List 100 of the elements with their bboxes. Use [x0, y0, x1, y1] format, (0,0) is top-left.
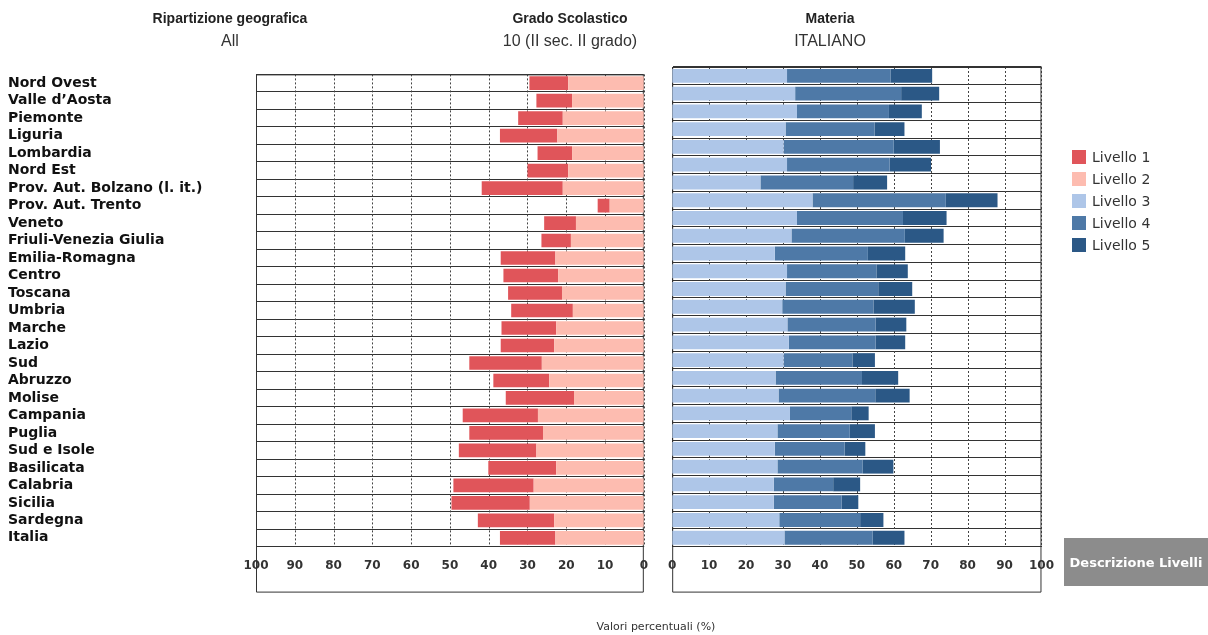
bar [529, 496, 644, 510]
bar [541, 233, 571, 248]
bar [672, 335, 789, 350]
bar [469, 426, 543, 440]
bar [500, 338, 555, 353]
bar [672, 246, 775, 261]
bar [672, 424, 778, 439]
bar [852, 353, 875, 368]
y-tick-label: Toscana [8, 283, 71, 300]
x-tick-label: 20 [557, 557, 575, 572]
bar [672, 406, 790, 421]
x-tick-label: 90 [286, 557, 304, 572]
bar [672, 353, 784, 368]
bar [533, 478, 644, 493]
bar [875, 388, 910, 403]
y-tick-label: Lombardia [8, 143, 92, 160]
bar [787, 317, 876, 332]
bar [500, 251, 556, 265]
bar [453, 478, 534, 493]
bar [789, 406, 852, 421]
bar [901, 86, 940, 101]
text: ITALIANO [793, 32, 867, 50]
bar [779, 513, 861, 527]
y-tick-label: Basilicata [8, 458, 85, 475]
y-tick-label: Italia [8, 528, 49, 545]
bar [778, 388, 876, 403]
bar [462, 408, 538, 423]
y-tick-label: Marche [8, 318, 67, 335]
bar [785, 122, 875, 137]
bar [562, 111, 644, 125]
x-axis-title: Valori percentuali (%) [595, 620, 717, 633]
bar [672, 211, 797, 225]
text: All [220, 32, 240, 50]
x-tick-label: 90 [996, 557, 1013, 572]
y-tick-label: Friuli-Venezia Giulia [8, 231, 165, 248]
bar [511, 303, 573, 318]
bar [795, 86, 902, 101]
bar [875, 317, 907, 332]
y-tick-label: Sicilia [8, 493, 56, 510]
bar [672, 459, 778, 474]
y-tick-label: Veneto [8, 213, 64, 230]
x-tick-label: 60 [402, 557, 420, 572]
bar [537, 408, 644, 423]
x-tick-label: 50 [848, 557, 866, 572]
bar [672, 264, 788, 279]
bar [503, 268, 559, 283]
x-tick-label: 30 [519, 557, 536, 572]
bar [774, 246, 868, 261]
y-tick-label: Puglia [8, 423, 58, 440]
y-tick-label: Liguria [8, 126, 63, 143]
bar [773, 477, 834, 492]
x-tick-label: 50 [441, 557, 459, 572]
bar [841, 495, 859, 510]
bar [572, 303, 644, 318]
y-tick-label: Sardegna [8, 511, 84, 528]
bar [893, 140, 940, 154]
bar [888, 104, 922, 119]
bar [527, 163, 569, 178]
y-tick-label: Calabria [8, 476, 74, 493]
legend-label: Livello 4 [1092, 215, 1151, 231]
y-tick-label: Emilia-Romagna [8, 248, 136, 265]
bar [672, 228, 792, 243]
bar [788, 335, 876, 350]
bar [851, 406, 869, 421]
y-tick-label: Lazio [8, 336, 50, 353]
bar [672, 513, 780, 527]
bar [812, 193, 946, 208]
bar [555, 251, 644, 265]
bar [672, 193, 813, 208]
y-tick-label: Molise [8, 388, 59, 405]
bar [558, 268, 644, 283]
bar [554, 338, 644, 353]
bar [469, 356, 542, 370]
bar [562, 181, 644, 195]
x-tick-label: 70 [364, 557, 381, 572]
bar [554, 513, 644, 528]
bar [570, 233, 644, 248]
bar [773, 495, 842, 510]
bar [493, 373, 550, 388]
x-tick-label: 40 [811, 557, 829, 572]
bar [878, 282, 913, 296]
y-tick-label: Valle d’Aosta [8, 91, 112, 108]
y-tick-label: Sud e Isole [8, 441, 95, 458]
bar [508, 286, 562, 300]
bar [568, 76, 644, 90]
y-tick-label: Umbria [8, 301, 66, 318]
bar [775, 370, 862, 385]
bar [537, 146, 573, 160]
legend-label: Livello 2 [1092, 171, 1151, 187]
bar [783, 353, 853, 368]
x-tick-label: 60 [885, 557, 903, 572]
bar [844, 441, 866, 456]
y-tick-label: Prov. Aut. Trento [8, 196, 142, 213]
text: Ripartizione geografica [151, 10, 309, 26]
y-tick-label: Centro [8, 266, 62, 283]
text: Grado Scolastico [511, 10, 629, 26]
bar [556, 321, 644, 335]
bar [672, 317, 788, 332]
bar [518, 111, 563, 125]
bar [785, 282, 879, 296]
